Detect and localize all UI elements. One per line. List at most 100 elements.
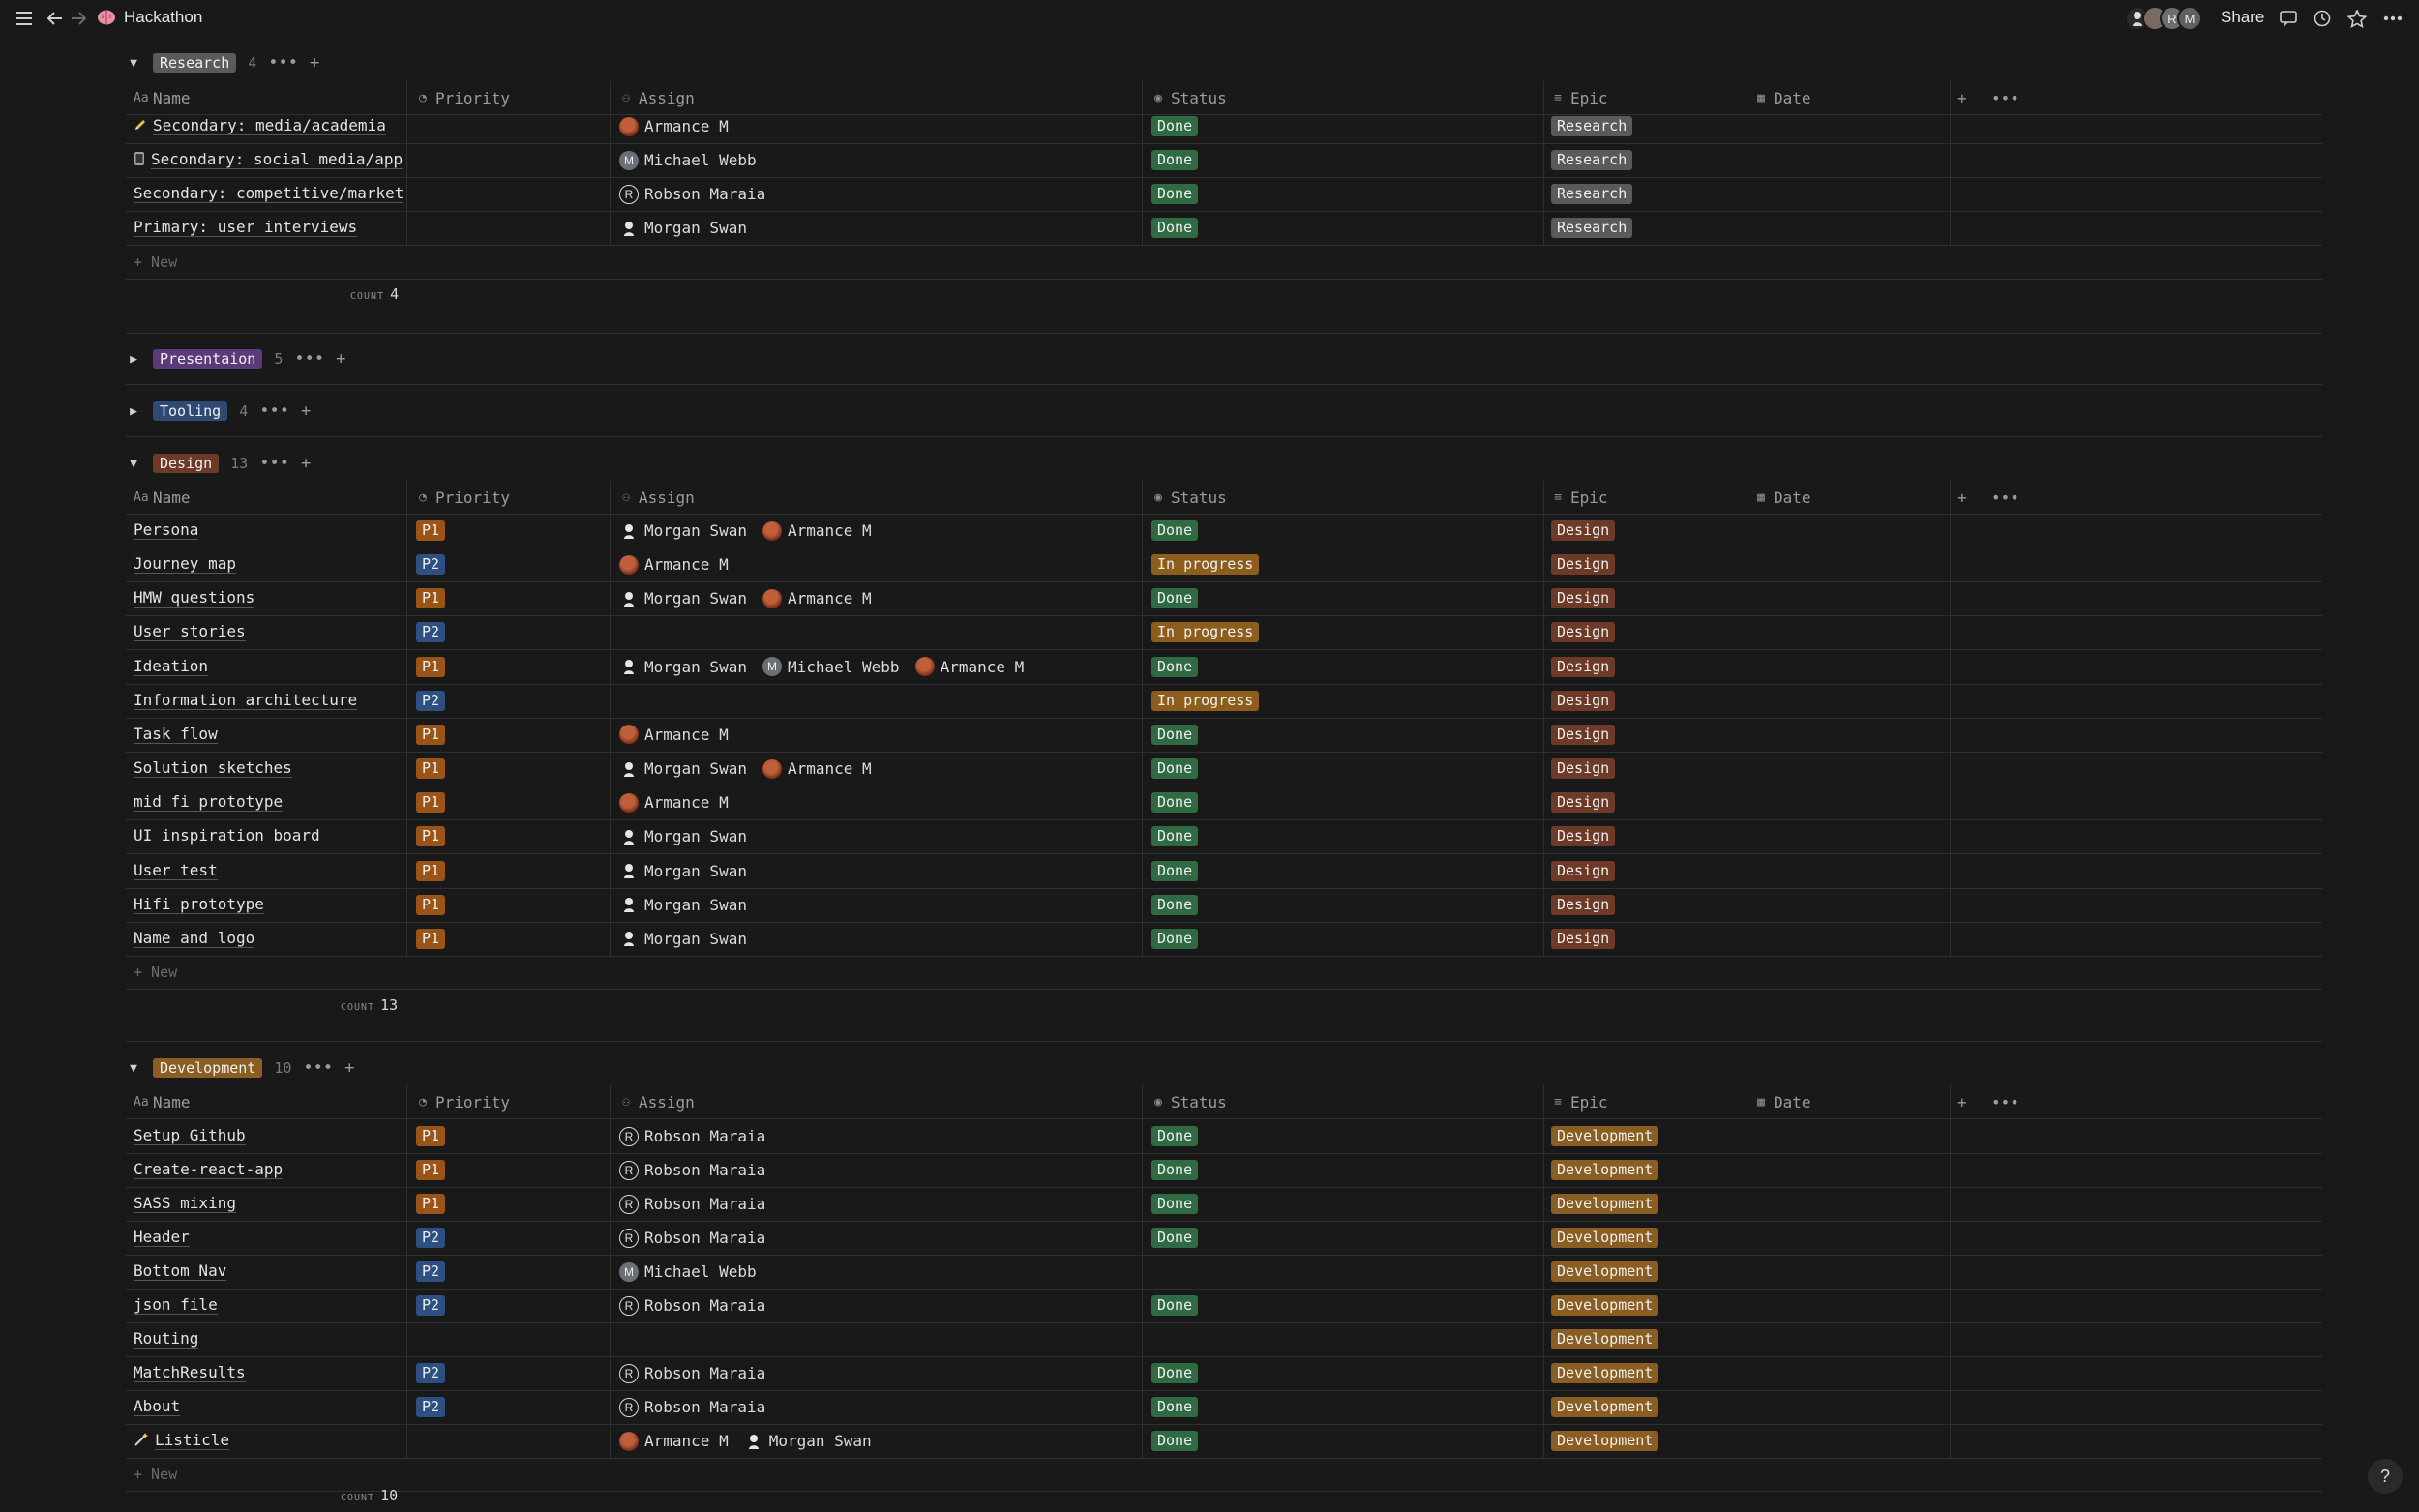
priority-cell[interactable]: P1 [416, 819, 610, 853]
group-tag-presentation[interactable]: Presentaion [153, 349, 263, 369]
status-cell[interactable]: Done [1151, 1390, 1538, 1424]
assign-cell[interactable]: R Robson Maraia [619, 1356, 1142, 1390]
group-more-icon[interactable]: ••• [303, 1058, 334, 1078]
collapse-caret-icon[interactable]: ▼ [130, 1060, 137, 1076]
priority-cell[interactable]: P1 [416, 752, 610, 786]
assign-cell[interactable]: Armance M [619, 786, 1142, 819]
epic-cell[interactable]: Development [1551, 1187, 1745, 1221]
task-name[interactable]: json file [134, 1295, 218, 1315]
status-cell[interactable]: In progress [1151, 548, 1538, 581]
assign-cell[interactable]: R Robson Maraia [619, 1153, 1142, 1187]
name-cell[interactable]: Solution sketches [134, 752, 403, 786]
task-name[interactable]: MatchResults [134, 1363, 246, 1382]
new-row-button[interactable]: + New [126, 1458, 2322, 1492]
status-cell[interactable]: Done [1151, 1356, 1538, 1390]
task-name[interactable]: mid fi prototype [134, 792, 284, 813]
forward-arrow-icon[interactable] [66, 6, 91, 31]
task-name[interactable]: Header [134, 1228, 190, 1247]
group-tag-tooling[interactable]: Tooling [153, 401, 228, 421]
task-name[interactable]: SASS mixing [134, 1194, 236, 1213]
table-row[interactable]: Routing Development [126, 1322, 2322, 1357]
priority-cell[interactable] [416, 1322, 610, 1356]
task-name[interactable]: Secondary: social media/app [151, 150, 403, 169]
table-row[interactable]: Information architecture P2 In progress Des… [126, 683, 2322, 719]
epic-cell[interactable]: Design [1551, 854, 1745, 888]
status-cell[interactable]: Done [1151, 650, 1538, 684]
column-options-icon[interactable]: ••• [1991, 1092, 2019, 1112]
epic-cell[interactable]: Design [1551, 581, 1745, 615]
assign-cell[interactable]: Morgan Swan [619, 922, 1142, 956]
epic-cell[interactable]: Development [1551, 1390, 1745, 1424]
priority-cell[interactable]: P1 [416, 1119, 610, 1153]
task-name[interactable]: Primary: user interviews [134, 218, 358, 237]
name-cell[interactable]: Secondary: social media/app [134, 143, 403, 177]
task-name[interactable]: About [134, 1397, 181, 1416]
priority-cell[interactable]: P1 [416, 581, 610, 615]
status-cell[interactable]: Done [1151, 752, 1538, 786]
column-name[interactable]: Aa Name [134, 1085, 191, 1118]
column-status[interactable]: ◉ Status [1151, 81, 1227, 114]
epic-cell[interactable]: Development [1551, 1424, 1745, 1458]
add-column-icon[interactable]: + [1957, 1092, 1967, 1112]
assign-cell[interactable]: Morgan Swan [619, 819, 1142, 853]
group-header-design[interactable]: ▼ Design 13 ••• + [126, 450, 311, 477]
group-header-development[interactable]: ▼ Development 10 ••• + [126, 1054, 354, 1082]
status-cell[interactable]: Done [1151, 1153, 1538, 1187]
new-row-button[interactable]: + New [126, 956, 2322, 990]
table-row[interactable]: Journey map P2 Armance M In progress Design [126, 548, 2322, 583]
column-assign[interactable]: ⚇ Assign [619, 481, 695, 514]
comments-icon[interactable] [2276, 6, 2301, 31]
table-row[interactable]: Bottom Nav P2 M Michael Webb Development [126, 1255, 2322, 1290]
epic-cell[interactable]: Design [1551, 548, 1745, 581]
name-cell[interactable]: User test [134, 854, 403, 888]
status-cell[interactable]: In progress [1151, 615, 1538, 649]
assign-cell[interactable]: Morgan Swan Armance M [619, 581, 1142, 615]
status-cell[interactable] [1151, 1322, 1538, 1356]
expand-caret-icon[interactable]: ▶ [130, 351, 137, 367]
table-row[interactable]: MatchResults P2 R Robson Maraia Done Developm… [126, 1356, 2322, 1391]
table-row[interactable]: Name and logo P1 Morgan Swan Done Design [126, 921, 2322, 957]
priority-cell[interactable]: P2 [416, 684, 610, 718]
epic-cell[interactable]: Research [1551, 177, 1745, 211]
task-name[interactable]: Setup Github [134, 1126, 246, 1145]
column-options-icon[interactable]: ••• [1991, 488, 2019, 507]
add-column-icon[interactable]: + [1957, 88, 1967, 107]
priority-cell[interactable]: P1 [416, 786, 610, 819]
column-name[interactable]: Aa Name [134, 481, 191, 514]
priority-cell[interactable] [416, 211, 610, 245]
group-add-icon[interactable]: + [300, 454, 312, 473]
task-name[interactable]: Hifi prototype [134, 894, 264, 914]
priority-cell[interactable]: P1 [416, 514, 610, 548]
task-name[interactable]: Bottom Nav [134, 1261, 227, 1281]
table-row[interactable]: UI inspiration board P1 Morgan Swan Done Des… [126, 819, 2322, 855]
epic-cell[interactable]: Design [1551, 650, 1745, 684]
group-add-icon[interactable]: + [300, 401, 312, 421]
task-name[interactable]: Routing [134, 1329, 199, 1349]
task-name[interactable]: UI inspiration board [134, 826, 320, 846]
epic-cell[interactable]: Design [1551, 752, 1745, 786]
table-row[interactable]: Listicle Armance M Morgan Swan Done Developm… [126, 1424, 2322, 1459]
favorite-star-icon[interactable] [2344, 6, 2370, 31]
column-name[interactable]: Aa Name [134, 81, 191, 114]
task-name[interactable]: HMW questions [134, 588, 255, 608]
table-row[interactable]: HMW questions P1 Morgan Swan Armance M Done D… [126, 581, 2322, 617]
column-status[interactable]: ◉ Status [1151, 1085, 1227, 1118]
priority-cell[interactable]: P1 [416, 922, 610, 956]
status-cell[interactable]: Done [1151, 819, 1538, 853]
group-more-icon[interactable]: ••• [259, 454, 289, 473]
assign-cell[interactable] [619, 684, 1142, 718]
table-row[interactable]: Hifi prototype P1 Morgan Swan Done Design [126, 887, 2322, 923]
priority-cell[interactable] [416, 177, 610, 211]
name-cell[interactable]: Primary: user interviews [134, 211, 403, 245]
collapse-caret-icon[interactable]: ▼ [130, 456, 137, 471]
name-cell[interactable]: Task flow [134, 718, 403, 752]
epic-cell[interactable]: Design [1551, 819, 1745, 853]
task-name[interactable]: Information architecture [134, 690, 358, 710]
name-cell[interactable]: Routing [134, 1322, 403, 1356]
table-row[interactable]: Ideation P1 Morgan Swan M Michael Webb Armanc… [126, 649, 2322, 685]
group-tag-development[interactable]: Development [153, 1058, 263, 1078]
status-cell[interactable]: Done [1151, 581, 1538, 615]
column-date[interactable]: ▦ Date [1754, 1085, 1810, 1118]
back-arrow-icon[interactable] [43, 6, 68, 31]
table-row[interactable]: mid fi prototype P1 Armance M Done Design [126, 786, 2322, 821]
